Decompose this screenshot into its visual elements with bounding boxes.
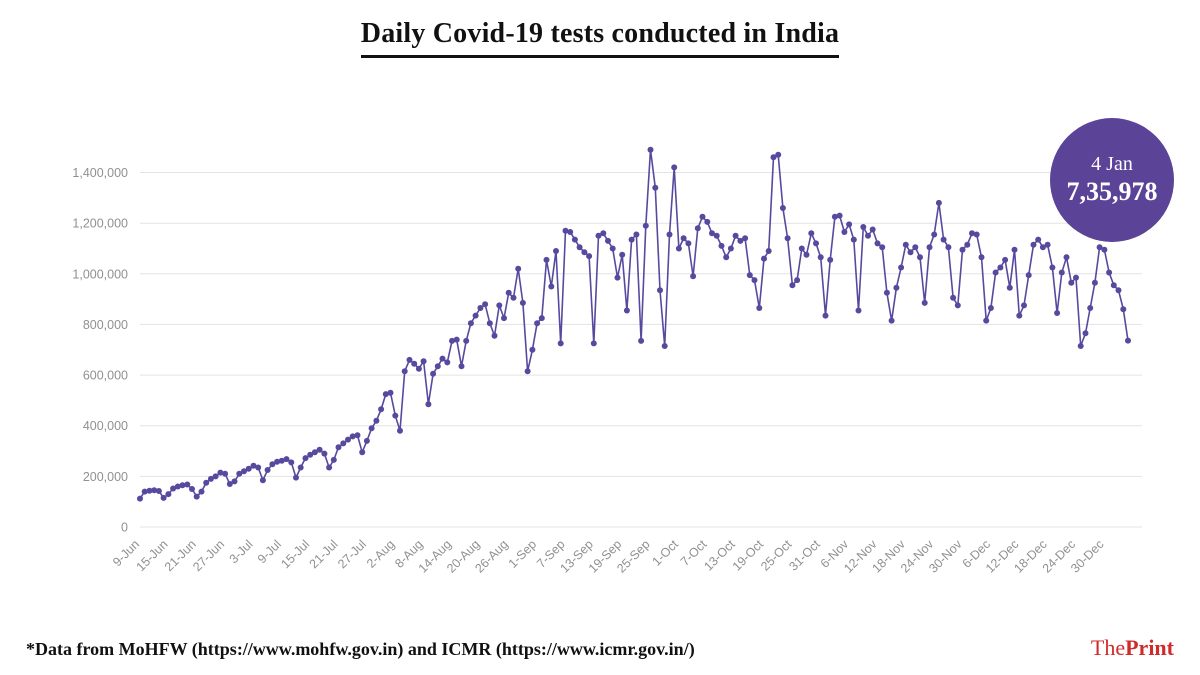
svg-text:2-Aug: 2-Aug [364, 537, 398, 571]
badge-value: 7,35,978 [1066, 176, 1158, 206]
header: Daily Covid-19 tests conducted in India [0, 0, 1200, 58]
latest-value-badge: 4 Jan 7,35,978 [1050, 118, 1174, 242]
tests-line-chart: 0 200,000 400,000 600,000 800,000 1,000,000 1,… [72, 146, 1142, 576]
svg-text:13-Oct: 13-Oct [701, 537, 738, 574]
y-axis-labels: 0 200,000 400,000 600,000 800,000 1,000,000 1,… [72, 166, 128, 535]
chart-markers [137, 146, 1131, 502]
svg-text:27-Jul: 27-Jul [335, 537, 369, 571]
svg-text:15-Jul: 15-Jul [278, 537, 312, 571]
svg-text:21-Jul: 21-Jul [307, 537, 341, 571]
svg-text:27-Jun: 27-Jun [190, 537, 227, 574]
svg-text:31-Oct: 31-Oct [786, 537, 823, 574]
gridlines [140, 172, 1142, 528]
svg-text:800,000: 800,000 [83, 318, 128, 332]
svg-text:19-Oct: 19-Oct [730, 537, 767, 574]
svg-text:3-Jul: 3-Jul [227, 537, 256, 566]
svg-text:1-Oct: 1-Oct [650, 537, 682, 569]
footer: *Data from MoHFW (https://www.mohfw.gov.… [0, 635, 1200, 661]
brand-the: The [1090, 635, 1126, 660]
source-note: *Data from MoHFW (https://www.mohfw.gov.… [26, 639, 695, 659]
svg-text:400,000: 400,000 [83, 419, 128, 433]
svg-text:1-Sep: 1-Sep [506, 537, 540, 571]
page-title: Daily Covid-19 tests conducted in India [360, 18, 840, 58]
svg-text:1,000,000: 1,000,000 [72, 267, 128, 281]
svg-text:30-Nov: 30-Nov [926, 537, 965, 576]
badge-date: 4 Jan [1091, 152, 1133, 175]
svg-text:600,000: 600,000 [83, 369, 128, 383]
svg-text:200,000: 200,000 [83, 470, 128, 484]
svg-text:0: 0 [121, 521, 128, 535]
svg-text:1,200,000: 1,200,000 [72, 217, 128, 231]
brand-print: Print [1125, 635, 1174, 660]
brand-logo: ThePrint [1091, 635, 1174, 661]
svg-text:1,400,000: 1,400,000 [72, 166, 128, 180]
